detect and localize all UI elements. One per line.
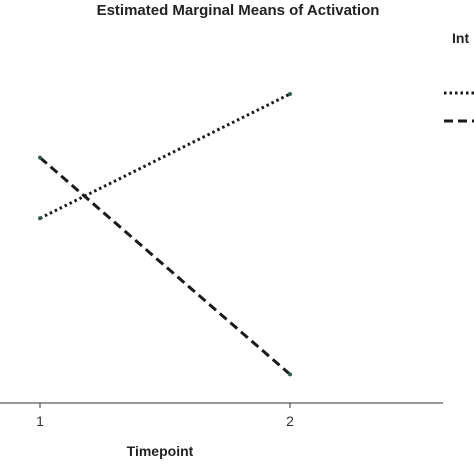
data-point-s2-1 — [38, 155, 42, 160]
series-layer — [38, 92, 292, 377]
legend: Int — [444, 30, 474, 123]
data-point-s1-1 — [38, 216, 42, 221]
x-axis-label: Timepoint — [127, 443, 194, 459]
data-point-s2-2 — [288, 372, 292, 377]
series-line-1 — [39, 92, 291, 220]
data-point-s1-2 — [288, 92, 292, 96]
chart-title: Estimated Marginal Means of Activation — [97, 2, 380, 19]
series-line-2 — [39, 156, 291, 376]
x-tick-label: 1 — [36, 413, 44, 429]
legend-items — [444, 91, 474, 123]
x-tick-label: 2 — [286, 413, 294, 429]
legend-title: Int — [452, 30, 469, 46]
